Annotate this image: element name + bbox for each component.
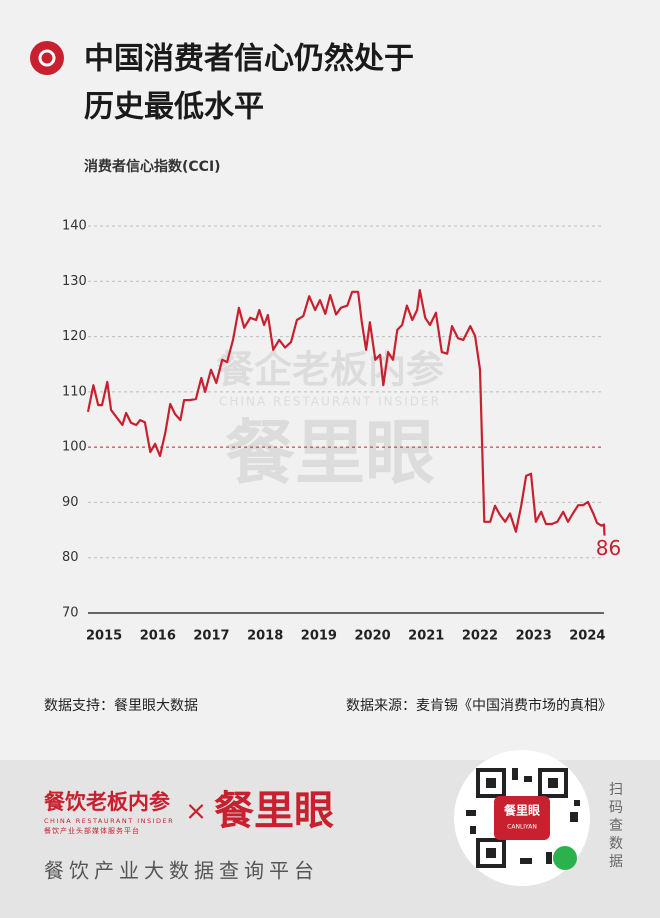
qr-label: 餐里眼 <box>504 803 540 818</box>
scan-char: 据 <box>609 854 623 870</box>
qr-center <box>494 796 550 840</box>
x-tick-label: 2024 <box>569 629 605 644</box>
y-tick-label: 90 <box>62 495 79 510</box>
x-tick-label: 2018 <box>247 629 283 644</box>
plot: 70 80 90 100 110 120 130 140 2015 2016 2017 2018 201… <box>62 219 621 644</box>
y-tick-label: 120 <box>62 329 87 344</box>
chart-title: 中国消费者信心仍然处于 <box>84 42 414 77</box>
x-tick-label: 2023 <box>516 629 552 644</box>
brand-name: 餐里眼 <box>214 788 334 834</box>
y-axis-label: 消费者信心指数(CCI) <box>84 158 221 175</box>
watermark: 餐企老板内参 CHINA RESTAURANT INSIDER 餐里眼 <box>216 348 444 495</box>
x-tick-label: 2022 <box>462 629 498 644</box>
x-tick-label: 2016 <box>140 629 176 644</box>
title-icon <box>30 41 64 75</box>
footer-text: 数据来源：麦肯锡《中国消费市场的真相》 <box>346 697 612 714</box>
chart-title: 历史最低水平 <box>84 90 264 125</box>
x-tick-label: 2015 <box>86 629 122 644</box>
annotation: 86 <box>596 536 621 560</box>
x-tick-label: 2019 <box>301 629 337 644</box>
watermark-text: 餐企老板内参 <box>216 348 444 392</box>
title-icon-ring <box>38 49 56 67</box>
scan-char: 码 <box>609 800 623 816</box>
data-line <box>86 289 606 536</box>
footer-text: 数据支持：餐里眼大数据 <box>44 698 198 714</box>
brand-sub: 餐饮产业头部媒体服务平台 <box>44 826 140 835</box>
qr-pattern <box>466 768 580 868</box>
qr-badge <box>553 846 577 870</box>
y-tick-label: 80 <box>62 550 79 565</box>
brand-name: 餐饮老板内参 <box>44 790 170 814</box>
x-tick-label: 2017 <box>193 629 229 644</box>
watermark-text: CHINA RESTAURANT INSIDER <box>219 395 441 409</box>
scan-char: 数 <box>609 836 623 852</box>
scan-char: 扫 <box>609 782 623 798</box>
y-tick-label: 130 <box>62 274 87 289</box>
y-tick-label: 70 <box>62 606 79 621</box>
qr-sub: CANLIYAN <box>507 824 537 831</box>
y-tick-label: 140 <box>62 219 87 234</box>
watermark-text: 餐里眼 <box>225 412 435 494</box>
background <box>0 0 660 760</box>
scan-char: 查 <box>609 818 623 834</box>
x-tick-label: 2020 <box>354 629 390 644</box>
y-tick-label: 110 <box>62 384 87 399</box>
brand-en: CHINA RESTAURANT INSIDER <box>44 817 174 825</box>
y-tick-label: 100 <box>62 440 87 455</box>
brand-times: × <box>185 797 207 827</box>
x-tick-label: 2021 <box>408 629 444 644</box>
slogan: 餐饮产业大数据查询平台 <box>44 859 319 883</box>
